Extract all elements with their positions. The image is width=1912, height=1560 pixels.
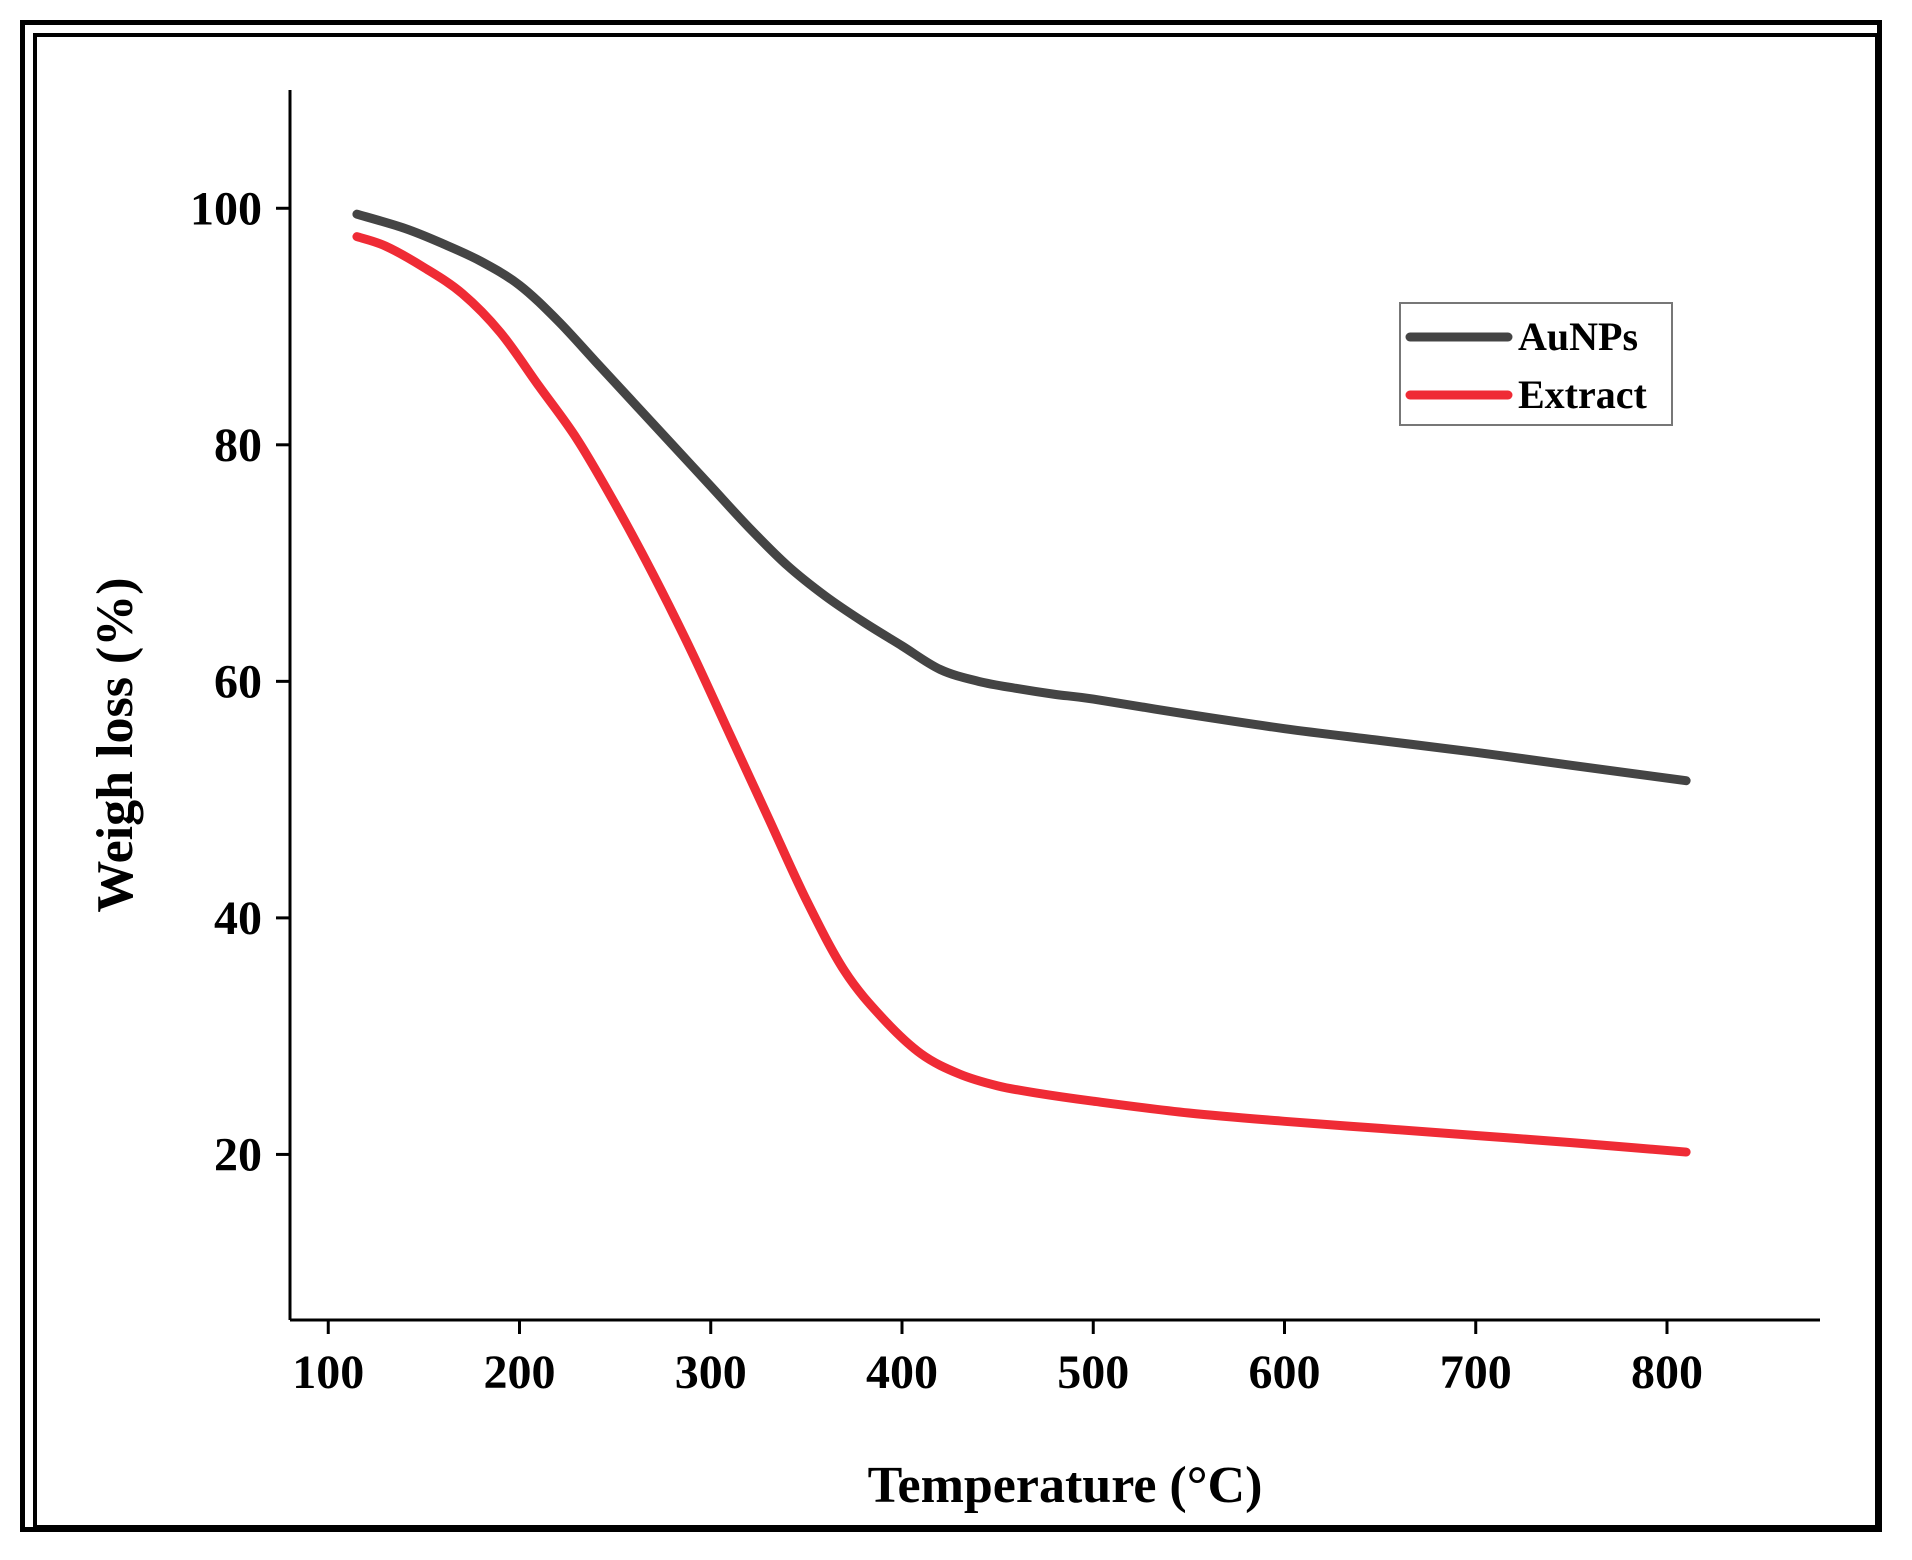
x-tick-label: 100: [292, 1346, 364, 1399]
x-tick-label: 300: [675, 1346, 747, 1399]
y-axis-title: Weigh loss (%): [87, 577, 144, 912]
inner-frame: [33, 33, 1879, 1529]
x-tick-label: 800: [1631, 1346, 1703, 1399]
legend: AuNPs Extract: [1399, 302, 1673, 426]
x-tick-label: 700: [1440, 1346, 1512, 1399]
y-tick-label: 20: [214, 1128, 262, 1181]
x-tick-label: 500: [1057, 1346, 1129, 1399]
outer-frame: [20, 20, 1882, 1532]
y-tick-label: 100: [190, 182, 262, 235]
series-line-extract: [352, 232, 1691, 1157]
axes: [288, 90, 1820, 1322]
legend-box: [1399, 302, 1673, 426]
y-tick-label: 80: [214, 419, 262, 472]
series-group: [352, 209, 1691, 1157]
x-tick-label: 600: [1249, 1346, 1321, 1399]
x-tick-label: 400: [866, 1346, 938, 1399]
series-line-aunps: [352, 209, 1691, 786]
x-axis-title: Temperature (°C): [868, 1457, 1263, 1514]
ticks: 100 200 300 400 500 600 700 800 20 40 60 80 100: [190, 182, 1703, 1399]
y-tick-label: 60: [214, 655, 262, 708]
x-tick-label: 200: [484, 1346, 556, 1399]
legend-label-aunps: AuNPs: [1518, 314, 1638, 359]
legend-label-extract: Extract: [1518, 372, 1648, 417]
y-tick-label: 40: [214, 892, 262, 945]
